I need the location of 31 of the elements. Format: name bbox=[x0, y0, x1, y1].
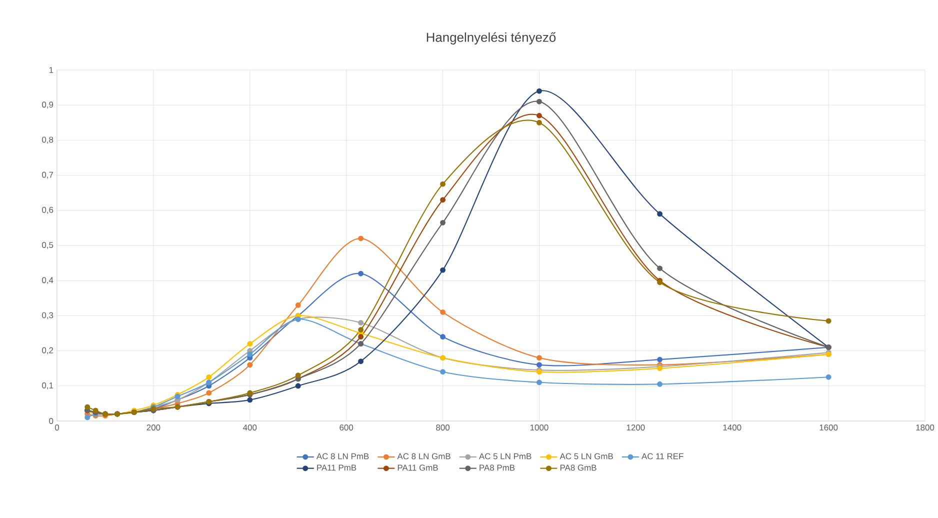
chart-title: Hangelnyelési tényező bbox=[426, 32, 556, 44]
y-tick-label: 0,4 bbox=[42, 277, 54, 284]
x-tick-label: 1400 bbox=[723, 424, 742, 431]
x-tick-label: 200 bbox=[146, 424, 160, 431]
legend-label: AC 5 LN GmB bbox=[560, 453, 613, 460]
legend-label: PA8 PmB bbox=[480, 464, 515, 471]
y-tick-label: 1 bbox=[49, 67, 54, 73]
y-tick-label: 0,5 bbox=[42, 242, 54, 249]
legend-label: AC 8 LN GmB bbox=[397, 453, 450, 460]
y-tick-label: 0,3 bbox=[42, 312, 54, 320]
x-tick-label: 1600 bbox=[820, 424, 838, 431]
x-tick-label: 800 bbox=[436, 424, 450, 431]
y-tick-label: 0 bbox=[49, 418, 54, 424]
x-tick-label: 600 bbox=[340, 424, 354, 431]
legend-label: PA8 GmB bbox=[560, 464, 596, 471]
y-tick-label: 0,1 bbox=[42, 382, 54, 390]
y-tick-label: 0,7 bbox=[42, 172, 54, 179]
legend-label: AC 8 LN PmB bbox=[316, 453, 369, 460]
y-tick-label: 0,8 bbox=[42, 136, 54, 144]
x-tick-label: 1200 bbox=[626, 424, 645, 431]
x-tick-label: 400 bbox=[243, 424, 257, 431]
legend-label: PA11 GmB bbox=[398, 464, 438, 471]
y-tick-label: 0,6 bbox=[42, 206, 54, 214]
y-tick-label: 0,2 bbox=[42, 347, 54, 354]
x-tick-label: 1800 bbox=[916, 424, 934, 431]
legend-label: AC 11 REF bbox=[642, 453, 684, 460]
x-tick-label: 0 bbox=[54, 424, 60, 431]
x-tick-label: 1000 bbox=[530, 424, 548, 431]
y-tick-label: 0,9 bbox=[42, 102, 54, 109]
legend-label: AC 5 LN PmB bbox=[478, 453, 532, 460]
legend-label: PA11 PmB bbox=[317, 464, 356, 471]
